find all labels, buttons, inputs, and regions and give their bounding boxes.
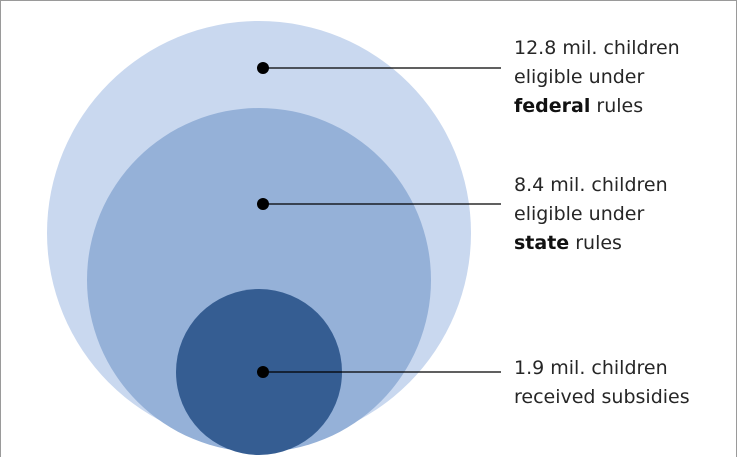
federal-eligible-label: 12.8 mil. children eligible under federa… — [514, 34, 680, 121]
federal-label-line2: eligible under — [514, 66, 645, 88]
federal-label-rest: rules — [590, 95, 644, 117]
federal-marker-dot — [257, 62, 269, 74]
state-label-line3: state rules — [514, 229, 668, 258]
state-marker-dot — [257, 198, 269, 210]
received-subsidies-label: 1.9 mil. children received subsidies — [514, 354, 690, 412]
federal-label-bold: federal — [514, 95, 591, 117]
federal-label-line1: 12.8 mil. children — [514, 37, 680, 59]
state-eligible-circle — [87, 108, 431, 452]
federal-label-line3: federal rules — [514, 92, 680, 121]
received-marker-dot — [257, 366, 269, 378]
state-label-bold: state — [514, 232, 570, 254]
state-label-line2: eligible under — [514, 203, 645, 225]
received-label-line1: 1.9 mil. children — [514, 357, 668, 379]
state-label-line1: 8.4 mil. children — [514, 174, 668, 196]
state-eligible-label: 8.4 mil. children eligible under state r… — [514, 171, 668, 258]
state-label-rest: rules — [569, 232, 622, 254]
received-label-line2: received subsidies — [514, 386, 690, 408]
